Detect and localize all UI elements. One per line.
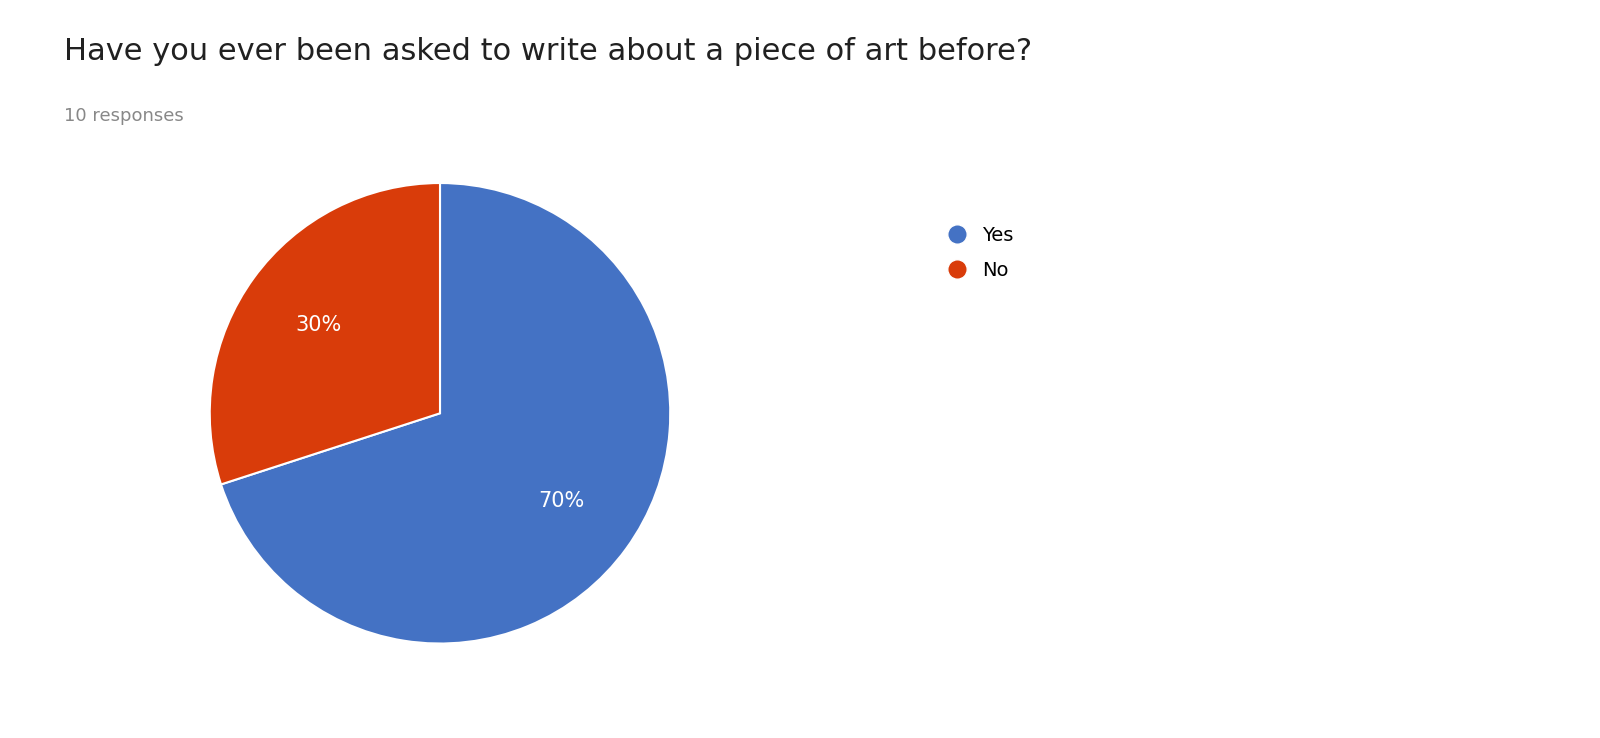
Wedge shape: [210, 183, 440, 484]
Text: 70%: 70%: [538, 492, 584, 511]
Wedge shape: [221, 183, 670, 644]
Legend: Yes, No: Yes, No: [938, 216, 1024, 290]
Text: Have you ever been asked to write about a piece of art before?: Have you ever been asked to write about …: [64, 37, 1032, 66]
Text: 30%: 30%: [296, 315, 342, 335]
Text: 10 responses: 10 responses: [64, 107, 184, 125]
